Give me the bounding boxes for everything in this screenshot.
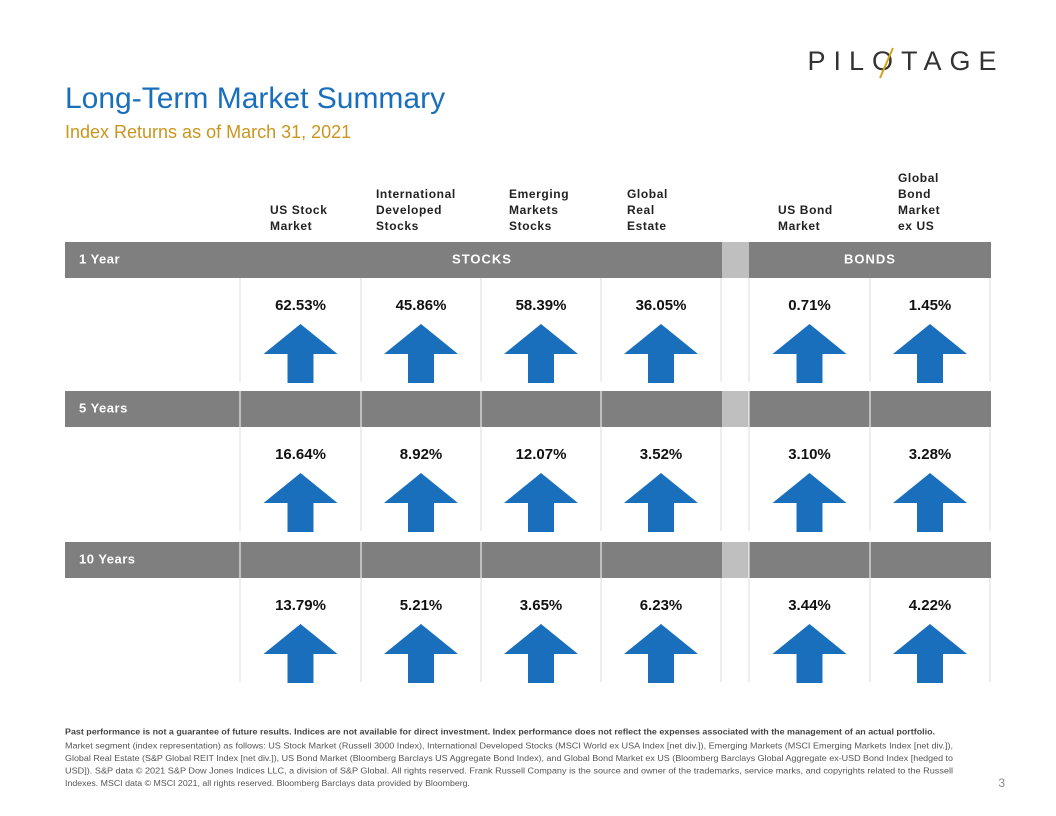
row-label: 5 Years — [79, 400, 128, 415]
return-value: 36.05% — [636, 297, 687, 314]
up-arrow — [263, 324, 338, 383]
return-value: 3.52% — [640, 446, 683, 463]
return-value: 62.53% — [275, 297, 326, 314]
title: Long-Term Market Summary — [65, 82, 445, 115]
return-value: 0.71% — [788, 297, 831, 314]
column-header: Global — [627, 187, 668, 201]
footnote-line: Global Real Estate (S&P Global REIT Inde… — [65, 753, 953, 763]
return-value: 3.44% — [788, 597, 831, 614]
group-label: BONDS — [844, 251, 896, 266]
up-arrow — [384, 324, 458, 383]
up-arrow — [624, 624, 698, 683]
row-band — [65, 391, 991, 427]
footnote-line: USD]). S&P data © 2021 S&P Dow Jones Ind… — [65, 765, 953, 775]
band-gap — [722, 242, 749, 278]
row-band — [65, 242, 991, 278]
band-gap — [722, 391, 749, 427]
up-arrow — [504, 324, 578, 383]
column-header: Estate — [627, 219, 667, 233]
footnote-bold: Past performance is not a guarantee of f… — [65, 726, 935, 736]
group-label: STOCKS — [452, 251, 512, 266]
up-arrow — [624, 324, 698, 383]
column-header: Real — [627, 203, 655, 217]
column-header: International — [376, 187, 456, 201]
return-value: 3.10% — [788, 446, 831, 463]
return-value: 6.23% — [640, 597, 683, 614]
return-value: 58.39% — [516, 297, 567, 314]
row-label: 10 Years — [79, 551, 136, 566]
return-value: 8.92% — [400, 446, 443, 463]
up-arrow — [384, 624, 458, 683]
page-number: 3 — [998, 776, 1005, 790]
return-value: 5.21% — [400, 597, 443, 614]
column-header: Market — [898, 203, 940, 217]
column-header: US Stock — [270, 203, 327, 217]
up-arrow — [893, 473, 967, 532]
row-label: 1 Year — [79, 251, 120, 266]
logo-mark — [879, 47, 894, 79]
footnote-line: Market segment (index representation) as… — [65, 740, 953, 750]
up-arrow — [772, 473, 847, 532]
column-header: Stocks — [376, 219, 419, 233]
logo: PILOTAGE — [807, 46, 1004, 76]
up-arrow — [263, 473, 338, 532]
return-value: 16.64% — [275, 446, 326, 463]
return-value: 3.65% — [520, 597, 563, 614]
return-value: 13.79% — [275, 597, 326, 614]
column-header: Bond — [898, 187, 931, 201]
return-value: 12.07% — [516, 446, 567, 463]
return-value: 4.22% — [909, 597, 952, 614]
column-header: Global — [898, 171, 939, 185]
return-value: 45.86% — [396, 297, 447, 314]
up-arrow — [893, 624, 967, 683]
up-arrow — [263, 624, 338, 683]
up-arrow — [504, 624, 578, 683]
column-header: US Bond — [778, 203, 833, 217]
row-band — [65, 542, 991, 578]
up-arrow — [893, 324, 967, 383]
column-header: Stocks — [509, 219, 552, 233]
column-header: Emerging — [509, 187, 569, 201]
up-arrow — [772, 624, 847, 683]
return-value: 1.45% — [909, 297, 952, 314]
up-arrow — [624, 473, 698, 532]
band-gap — [722, 542, 749, 578]
column-header: Market — [270, 219, 312, 233]
column-header: Market — [778, 219, 820, 233]
column-header: Developed — [376, 203, 442, 217]
footnote-line: Indexes. MSCI data © MSCI 2021, all righ… — [65, 778, 470, 788]
subtitle: Index Returns as of March 31, 2021 — [65, 122, 351, 142]
return-value: 3.28% — [909, 446, 952, 463]
up-arrow — [384, 473, 458, 532]
column-header: ex US — [898, 219, 934, 233]
column-header: Markets — [509, 203, 559, 217]
up-arrow — [772, 324, 847, 383]
up-arrow — [504, 473, 578, 532]
